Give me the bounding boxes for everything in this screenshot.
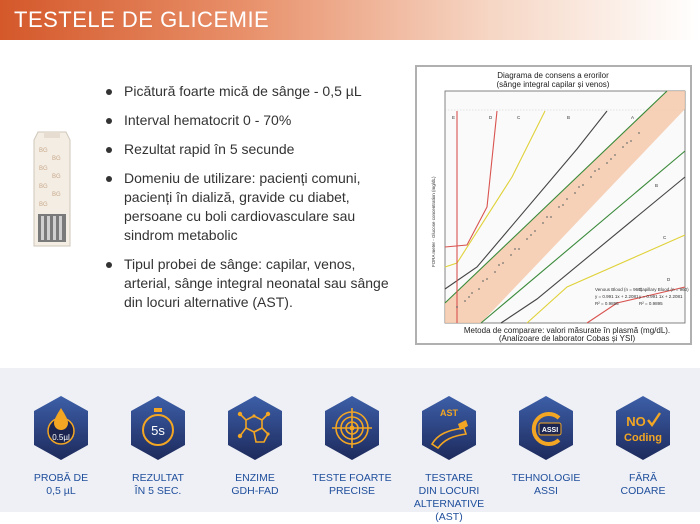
zone-d-upper-line	[444, 110, 498, 248]
feature-no-coding: NO Coding FĂRĂ CODARE	[593, 394, 693, 498]
svg-text:BG: BG	[52, 192, 61, 198]
feature-precision: TESTE FOARTE PRECISE	[302, 394, 402, 498]
feature-icons-panel: 0.5µl PROBĂ DE 0,5 µL 5s REZULTAT ÎN 5 S…	[0, 368, 700, 523]
svg-text:BG: BG	[39, 184, 48, 190]
list-item: Interval hematocrit 0 - 70%	[104, 111, 394, 130]
svg-text:Coding: Coding	[624, 432, 662, 444]
feature-label-line: ASSI	[534, 485, 558, 497]
zone-label: A	[631, 115, 634, 120]
feature-label-line: FĂRĂ	[628, 472, 657, 484]
feature-label-line: ALTERNATIVE (AST)	[413, 498, 485, 523]
data-points	[456, 132, 640, 308]
feature-label-line: PROBĂ DE	[33, 472, 89, 484]
svg-text:NO: NO	[626, 414, 646, 429]
feature-list: Picătură foarte mică de sânge - 0,5 µL I…	[104, 82, 394, 322]
svg-text:y = 0.991 1x + 2.2081: y = 0.991 1x + 2.2081	[595, 294, 639, 299]
svg-text:BG: BG	[39, 202, 48, 208]
feature-fast-result: 5s REZULTAT ÎN 5 SEC.	[108, 394, 208, 498]
svg-text:ASSI: ASSI	[542, 427, 558, 434]
feature-label-line: REZULTAT	[132, 472, 184, 484]
zone-label: D	[489, 115, 493, 120]
zone-label: C	[517, 115, 521, 120]
feature-label-line: ENZIME	[235, 472, 275, 484]
feature-label-line: 0,5 µL	[46, 485, 76, 497]
svg-text:Capillary Blood (n = 960): Capillary Blood (n = 960)	[639, 287, 689, 292]
feature-label-line: CODARE	[620, 485, 666, 497]
svg-text:0.5µl: 0.5µl	[52, 433, 70, 442]
svg-text:R² = 0.9895: R² = 0.9895	[595, 301, 619, 306]
arm-test-icon: AST	[422, 396, 476, 460]
zone-label: E	[452, 115, 455, 120]
zone-a-area	[445, 91, 685, 323]
chart-title-line2: (sânge integral capilar și venos)	[497, 80, 610, 89]
svg-text:5s: 5s	[151, 423, 165, 438]
list-item: Tipul probei de sânge: capilar, venos, a…	[104, 255, 394, 312]
feature-assi-technology: ASSI TEHNOLOGIE ASSI	[496, 394, 596, 498]
svg-text:y = 0.991 1x + 2.2081: y = 0.991 1x + 2.2081	[639, 294, 683, 299]
page-title: TESTELE DE GLICEMIE	[14, 7, 270, 32]
list-item: Rezultat rapid în 5 secunde	[104, 140, 394, 159]
zone-b-upper-line	[444, 110, 608, 290]
capillary-fit-box: Capillary Blood (n = 960) y = 0.991 1x +…	[639, 287, 689, 306]
y-axis-label: FORA meter - Glucose concentration (mg/d…	[431, 176, 436, 267]
blood-drop-icon: 0.5µl	[34, 396, 88, 460]
svg-text:BG: BG	[52, 174, 61, 180]
consensus-error-grid: Diagrama de consens a erorilor (sânge in…	[415, 65, 692, 345]
chart-title-line1: Diagrama de consens a erorilor	[497, 71, 609, 80]
zone-d-lower-line	[586, 286, 686, 324]
list-item: Picătură foarte mică de sânge - 0,5 µL	[104, 82, 394, 101]
feature-label-line: GDH-FAD	[231, 485, 279, 497]
no-coding-icon: NO Coding	[616, 396, 670, 460]
zone-c-upper-line	[444, 110, 546, 268]
x-axis-label-line1: Metoda de comparare: valori măsurate în …	[464, 326, 670, 335]
zone-a-upper-line	[444, 90, 668, 304]
list-item: Domeniu de utilizare: pacienți comuni, p…	[104, 169, 394, 245]
zone-b-lower-line	[500, 176, 686, 324]
zone-a-lower-line	[480, 150, 686, 324]
assi-logo-icon: ASSI	[519, 396, 573, 460]
venous-fit-box: Venous Blood (n = 960) y = 0.991 1x + 2.…	[595, 287, 643, 306]
svg-text:BG: BG	[52, 156, 61, 162]
target-icon	[325, 396, 379, 460]
test-strip-image: BG BG BG BG BG BG BG	[30, 130, 74, 248]
feature-label-line: DIN LOCURI	[418, 485, 480, 497]
feature-label-line: PRECISE	[328, 485, 376, 497]
strip-print: BG	[39, 148, 48, 154]
header-banner: TESTELE DE GLICEMIE	[0, 0, 700, 40]
zone-label: D	[667, 277, 671, 282]
feature-label-line: TESTARE	[425, 472, 473, 484]
zone-label: B	[567, 115, 570, 120]
molecule-icon	[228, 396, 282, 460]
feature-enzyme: ENZIME GDH-FAD	[205, 394, 305, 498]
feature-alternative-site: AST TESTARE DIN LOCURI ALTERNATIVE (AST)	[399, 394, 499, 524]
feature-label-line: ÎN 5 SEC.	[134, 485, 182, 497]
feature-label-line: TEHNOLOGIE	[511, 472, 581, 484]
svg-text:BG: BG	[39, 166, 48, 172]
x-axis-label-line2: (Analizoare de laborator Cobas și YSI)	[499, 334, 636, 343]
stopwatch-icon: 5s	[131, 396, 185, 460]
svg-text:AST: AST	[440, 408, 459, 418]
feature-sample-volume: 0.5µl PROBĂ DE 0,5 µL	[11, 394, 111, 498]
zone-label: C	[663, 235, 667, 240]
svg-text:R² = 0.9895: R² = 0.9895	[639, 301, 663, 306]
zone-c-lower-line	[526, 234, 686, 324]
feature-label-line: TESTE FOARTE	[312, 472, 392, 484]
svg-text:Venous Blood (n = 960): Venous Blood (n = 960)	[595, 287, 643, 292]
zone-label: B	[655, 183, 658, 188]
